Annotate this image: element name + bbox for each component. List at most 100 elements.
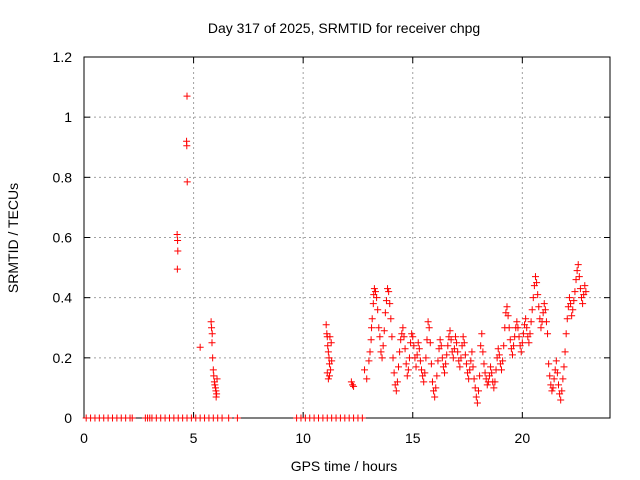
data-point (210, 372, 218, 380)
data-point (441, 369, 449, 377)
y-tick-label: 0.4 (53, 290, 73, 306)
data-point (514, 324, 522, 332)
data-point (378, 354, 386, 362)
data-point (213, 375, 221, 383)
data-point (348, 381, 356, 389)
data-point (549, 384, 557, 392)
data-point (367, 336, 375, 344)
data-point (418, 366, 426, 374)
data-point (370, 291, 378, 299)
data-point (535, 303, 543, 311)
data-point (374, 306, 382, 314)
data-point (388, 333, 396, 341)
data-point (581, 282, 589, 290)
data-point (428, 378, 436, 386)
data-points (82, 92, 590, 422)
data-point (508, 351, 516, 359)
data-point (447, 336, 455, 344)
data-point (565, 294, 573, 302)
data-point (488, 369, 496, 377)
data-point (529, 294, 537, 302)
data-point (582, 288, 590, 296)
data-point (373, 294, 381, 302)
data-point (410, 342, 418, 350)
data-point (326, 333, 334, 341)
data-point (365, 357, 373, 365)
data-point (494, 345, 502, 353)
data-point (408, 330, 416, 338)
data-point (380, 327, 388, 335)
data-point (128, 414, 136, 422)
data-point (366, 348, 374, 356)
data-point (475, 387, 482, 395)
data-point (548, 387, 556, 395)
data-point (461, 351, 469, 359)
data-point (537, 324, 545, 332)
data-point (174, 247, 182, 255)
data-point (426, 339, 434, 347)
data-point (371, 288, 379, 296)
data-point (212, 387, 220, 395)
data-point (387, 315, 395, 323)
data-point (324, 342, 332, 350)
data-point (563, 315, 571, 323)
data-point (443, 351, 451, 359)
data-point (561, 348, 569, 356)
data-point (462, 360, 470, 368)
data-point (433, 372, 441, 380)
data-point (550, 375, 558, 383)
data-point (442, 360, 450, 368)
data-point (527, 318, 535, 326)
data-point (553, 369, 561, 377)
data-point (499, 357, 507, 365)
data-point (225, 414, 233, 422)
data-point (522, 315, 530, 323)
y-tick-label: 0.2 (53, 350, 73, 366)
data-point (208, 339, 216, 347)
data-point (363, 375, 371, 383)
data-point (559, 375, 567, 383)
data-point (381, 309, 389, 317)
data-point (174, 237, 182, 245)
data-point (173, 265, 181, 273)
data-point (358, 414, 366, 422)
data-point (393, 378, 401, 386)
data-point (209, 354, 217, 362)
data-point (540, 300, 548, 308)
data-point (457, 354, 465, 362)
x-tick-label: 0 (80, 430, 88, 446)
data-point (211, 381, 219, 389)
data-point (546, 372, 554, 380)
data-point (570, 297, 578, 305)
data-point (414, 339, 422, 347)
data-point (510, 342, 518, 350)
x-tick-label: 5 (190, 430, 198, 446)
data-point (491, 378, 499, 386)
data-point (413, 351, 421, 359)
data-point (423, 336, 431, 344)
data-point (425, 324, 433, 332)
data-point (422, 354, 430, 362)
data-point (427, 360, 435, 368)
y-axis-label: SRMTID / TECUs (5, 183, 21, 293)
data-point (384, 285, 392, 293)
data-point (453, 339, 461, 347)
data-point (483, 381, 491, 389)
data-point (481, 369, 489, 377)
data-point (478, 330, 486, 338)
data-point (517, 348, 525, 356)
x-tick-label: 15 (405, 430, 421, 446)
data-point (444, 342, 452, 350)
data-point (562, 330, 570, 338)
data-point (449, 354, 457, 362)
data-point (500, 342, 508, 350)
data-point (567, 300, 575, 308)
data-point (327, 339, 335, 347)
data-point (409, 333, 417, 341)
data-point (573, 267, 581, 275)
data-point (207, 318, 215, 326)
data-point (526, 330, 534, 338)
x-tick-label: 20 (515, 430, 531, 446)
data-point (389, 354, 397, 362)
